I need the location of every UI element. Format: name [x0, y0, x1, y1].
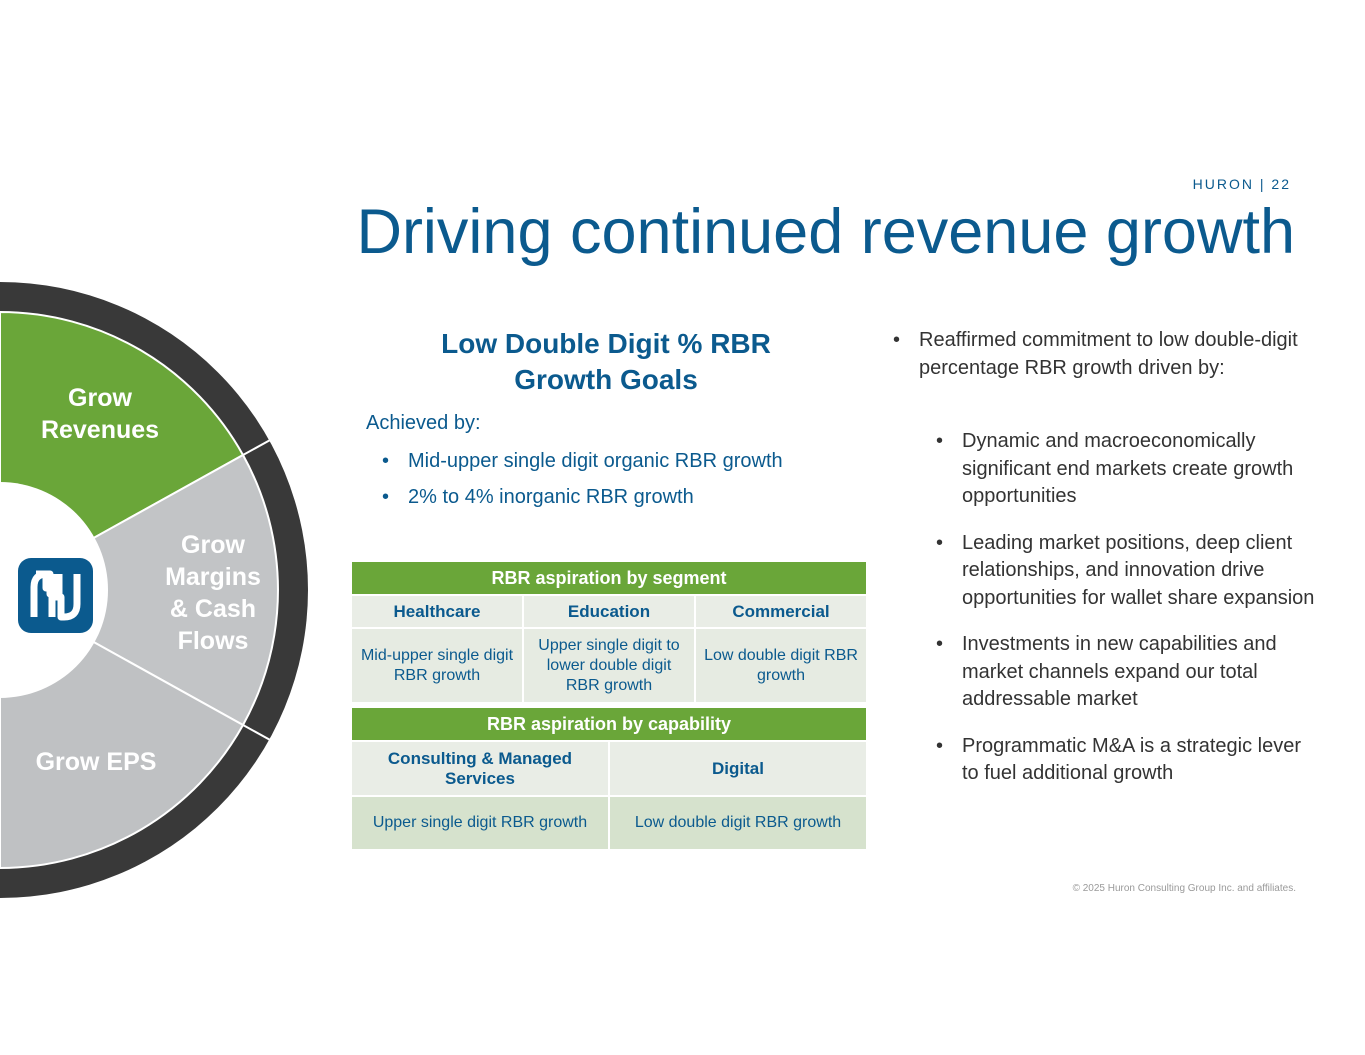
wheel-segment [0, 453, 279, 727]
goals-heading: Low Double Digit % RBR Growth Goals [441, 328, 771, 395]
ring-divider [242, 438, 273, 456]
wheel-label: Grow EPS [35, 748, 157, 776]
footer: © 2025 Huron Consulting Group Inc. and a… [1072, 883, 1296, 894]
commentary-lead: Reaffirmed commitment to low double-digi… [893, 327, 1319, 382]
commentary-bullet: Dynamic and macroeconomically significan… [936, 428, 1320, 511]
table-cell: Upper single digit to lower double digit… [522, 627, 696, 704]
wheel [0, 282, 308, 898]
table-title: RBR aspiration by capability [350, 706, 868, 742]
table-header: Digital [608, 740, 868, 797]
segment-table: RBR aspiration by segment Healthcare Educ… [350, 560, 868, 704]
wheel-label: Grow Margins & Cash Flows [165, 531, 261, 655]
table-cell: Low double digit RBR growth [694, 627, 868, 704]
goals-list: Mid-upper single digit organic RBR growt… [382, 449, 828, 510]
logo-mark [30, 570, 81, 621]
commentary-lead-text: Reaffirmed commitment to low double-digi… [919, 329, 1298, 379]
commentary-bullet: Leading market positions, deep client re… [936, 530, 1320, 613]
table-cell: Upper single digit RBR growth [350, 795, 610, 851]
table-header: Consulting & Managed Services [350, 740, 610, 797]
commentary: Reaffirmed commitment to low double-digi… [893, 327, 1319, 401]
goals-intro: Achieved by: [366, 412, 481, 434]
table-title: RBR aspiration by segment [350, 560, 868, 596]
table-cell: Low double digit RBR growth [608, 795, 868, 851]
commentary-bullet: Programmatic M&A is a strategic lever to… [936, 733, 1320, 788]
table-header: Education [522, 594, 696, 629]
table-header: Commercial [694, 594, 868, 629]
page-label: HURON | 22 [1192, 176, 1291, 192]
commentary-bullet: Investments in new capabilities and mark… [936, 631, 1320, 714]
goals-bullet: Mid-upper single digit organic RBR growt… [382, 449, 828, 474]
commentary-list: Dynamic and macroeconomically significan… [936, 428, 1320, 788]
title: Driving continued revenue growth [356, 197, 1295, 267]
goals-bullet: 2% to 4% inorganic RBR growth [382, 485, 828, 510]
capability-table: RBR aspiration by capability Consulting … [350, 706, 868, 851]
ring-divider [242, 724, 273, 742]
table-header: Healthcare [350, 594, 524, 629]
wheel-label: Grow Revenues [40, 384, 160, 444]
table-cell: Mid-upper single digit RBR growth [350, 627, 524, 704]
